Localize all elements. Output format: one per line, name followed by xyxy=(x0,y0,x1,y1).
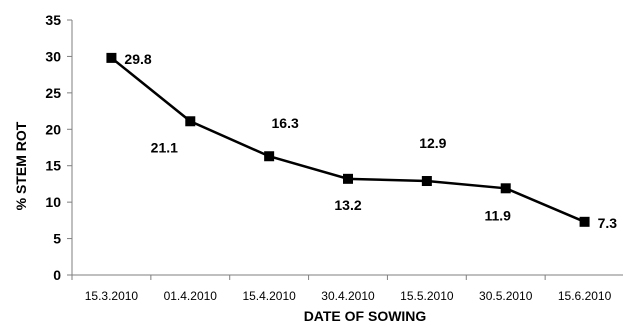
data-point-marker xyxy=(185,116,196,127)
x-tick-label: 15.3.2010 xyxy=(85,289,139,303)
data-point-marker xyxy=(579,216,590,227)
data-point-marker xyxy=(343,173,353,184)
y-tick-label: 25 xyxy=(45,85,61,101)
y-tick-label: 30 xyxy=(45,48,61,64)
y-tick-label: 35 xyxy=(45,12,61,28)
x-axis-ticks: 15.3.2010 01.4.2010 15.4.2010 30.4.2010 15.5… xyxy=(71,275,612,303)
x-axis-title: DATE OF SOWING xyxy=(304,308,427,323)
data-point-marker xyxy=(421,176,432,187)
x-tick-label: 01.4.2010 xyxy=(164,289,218,303)
y-axis-title: % STEM ROT xyxy=(13,121,29,210)
y-tick-label: 0 xyxy=(53,267,61,283)
data-value-label: 12.9 xyxy=(419,135,446,151)
x-tick-label: 30.4.2010 xyxy=(321,289,375,303)
x-tick-label: 15.5.2010 xyxy=(400,289,454,303)
y-tick-label: 20 xyxy=(45,121,61,137)
data-point-marker xyxy=(106,52,117,63)
y-tick-label: 5 xyxy=(53,231,61,247)
y-tick-label: 15 xyxy=(45,158,61,174)
y-tick-label: 10 xyxy=(45,194,61,210)
data-labels: 29.8 21.1 16.3 13.2 12.9 11.9 7.3 xyxy=(124,51,617,231)
data-value-label: 11.9 xyxy=(484,207,511,223)
x-tick-label: 15.6.2010 xyxy=(558,289,612,303)
data-value-label: 13.2 xyxy=(334,197,361,213)
y-axis-ticks: 0 5 10 15 20 25 30 35 xyxy=(45,12,72,283)
x-tick-label: 30.5.2010 xyxy=(479,289,533,303)
x-tick-label: 15.4.2010 xyxy=(242,289,296,303)
data-point-marker xyxy=(500,183,511,194)
data-value-label: 7.3 xyxy=(598,215,618,231)
series-markers xyxy=(106,52,590,227)
data-value-label: 21.1 xyxy=(151,139,178,155)
data-value-label: 16.3 xyxy=(272,115,299,131)
data-value-label: 29.8 xyxy=(124,51,151,67)
data-point-marker xyxy=(264,151,275,162)
